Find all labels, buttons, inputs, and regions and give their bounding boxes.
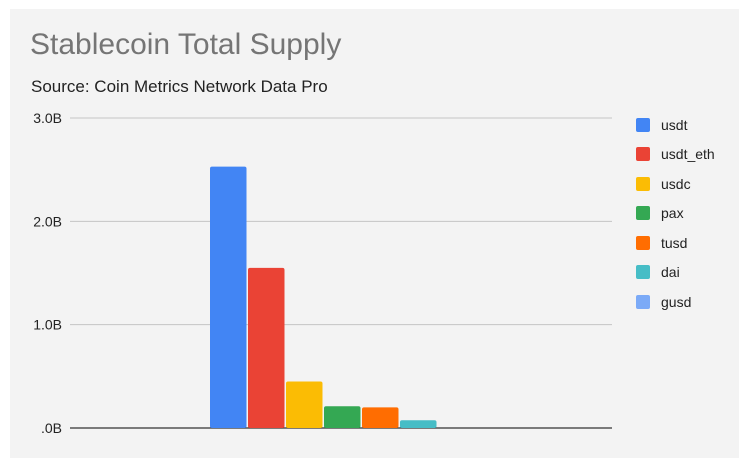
bar-tusd[interactable] — [362, 407, 399, 428]
chart-panel — [10, 9, 739, 458]
legend-item-usdt[interactable]: usdt — [636, 110, 746, 140]
legend-label: usdt_eth — [661, 146, 715, 163]
gridlines — [70, 117, 612, 429]
bar-dai[interactable] — [400, 420, 437, 428]
legend-item-gusd[interactable]: gusd — [636, 287, 746, 317]
legend-swatch — [636, 147, 650, 162]
bar-usdt-eth[interactable] — [248, 267, 285, 428]
legend-item-dai[interactable]: dai — [636, 258, 746, 288]
legend-label: pax — [661, 205, 684, 222]
y-axis-ticks: .0B 1.0B 2.0B 3.0B — [33, 110, 62, 436]
bar-usdt[interactable] — [210, 166, 247, 429]
legend-label: gusd — [661, 293, 692, 310]
legend-item-tusd[interactable]: tusd — [636, 228, 746, 258]
legend-label: usdc — [661, 175, 691, 192]
legend-swatch — [636, 206, 650, 221]
legend-item-usdt-eth[interactable]: usdt_eth — [636, 140, 746, 170]
y-tick-label: 2.0B — [33, 213, 62, 229]
bars — [210, 166, 437, 429]
legend-swatch — [636, 265, 650, 280]
y-tick-label: .0B — [41, 420, 62, 436]
legend-item-usdc[interactable]: usdc — [636, 169, 746, 199]
y-tick-label: 3.0B — [33, 110, 62, 126]
bar-usdc[interactable] — [286, 381, 323, 429]
y-tick-label: 1.0B — [33, 317, 62, 333]
chart-title: Stablecoin Total Supply — [30, 28, 342, 61]
legend-swatch — [636, 176, 650, 191]
chart-subtitle: Source: Coin Metrics Network Data Pro — [31, 77, 328, 96]
legend-label: dai — [661, 264, 680, 281]
legend-swatch — [636, 117, 650, 132]
legend-swatch — [636, 294, 650, 309]
legend-item-pax[interactable]: pax — [636, 199, 746, 229]
bar-pax[interactable] — [324, 406, 361, 428]
legend-label: tusd — [661, 234, 688, 251]
legend-swatch — [636, 235, 650, 250]
legend-label: usdt — [661, 116, 688, 133]
